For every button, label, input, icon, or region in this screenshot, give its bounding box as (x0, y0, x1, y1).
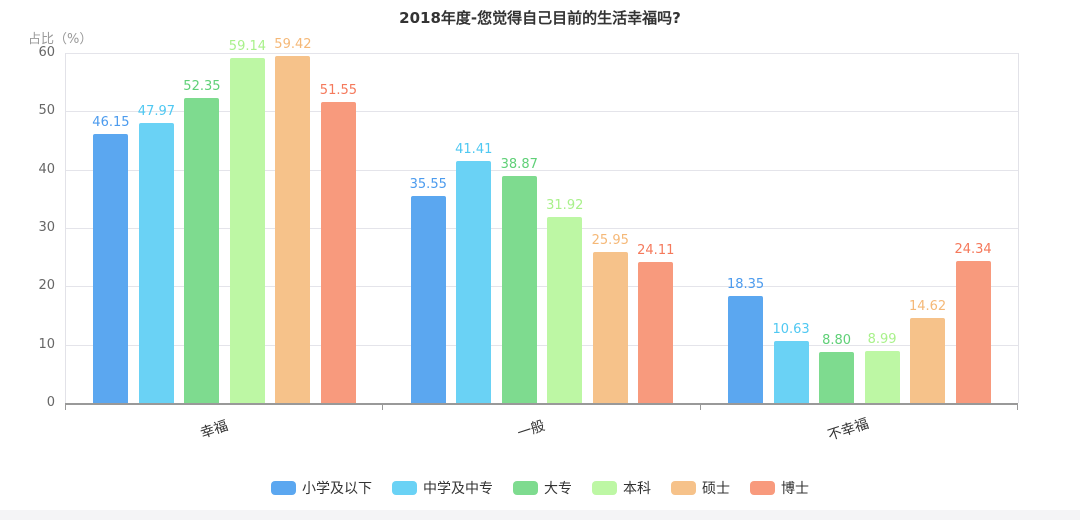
y-axis-name: 占比（%） (28, 32, 93, 47)
legend-label: 小学及以下 (302, 481, 372, 497)
plot-area: 46.15 47.97 52.35 59.14 59.42 51.55 35.55 41.41… (65, 37, 1019, 403)
x-axis-tick (65, 405, 66, 410)
bar-大专-幸福[interactable] (184, 97, 220, 403)
bar-value-label: 47.97 (137, 104, 176, 120)
bar-value-label: 38.87 (500, 157, 538, 173)
x-axis-line (65, 403, 1018, 405)
legend-swatch-icon (271, 481, 296, 495)
bar-value-label: 59.14 (228, 39, 267, 55)
bar-博士-幸福[interactable] (320, 102, 356, 403)
bar-value-label: 18.35 (726, 276, 765, 292)
bar-本科-幸福[interactable] (229, 58, 265, 403)
y-tick-label-0: 0 (46, 395, 55, 410)
gridline-40 (66, 169, 1018, 171)
bar-大专-不幸福[interactable] (819, 351, 855, 403)
legend-item-中学及中专[interactable]: 中学及中专 (392, 478, 493, 498)
bar-大专-一般[interactable] (501, 176, 537, 403)
bar-博士-不幸福[interactable] (955, 261, 991, 403)
bar-中学及中专-不幸福[interactable] (773, 341, 809, 403)
bar-小学及以下-一般[interactable] (410, 195, 446, 403)
bar-value-label: 31.92 (546, 197, 584, 213)
x-axis-tick (382, 405, 384, 410)
bar-中学及中专-幸福[interactable] (138, 123, 174, 403)
bottom-strip (0, 510, 1080, 520)
bar-value-label: 51.55 (319, 83, 358, 99)
bar-value-label: 8.80 (822, 332, 852, 348)
y-tick-label-30: 30 (38, 220, 55, 235)
legend: 小学及以下 中学及中专 大专 本科 硕士 博士 (0, 478, 1080, 498)
bar-硕士-一般[interactable] (592, 251, 628, 403)
x-axis-tick (699, 405, 701, 410)
legend-label: 硕士 (702, 481, 730, 497)
legend-label: 博士 (781, 481, 809, 497)
bar-value-label: 59.42 (274, 37, 312, 53)
legend-item-小学及以下[interactable]: 小学及以下 (271, 478, 372, 498)
chart-title: 2018年度-您觉得自己目前的生活幸福吗? (399, 9, 681, 27)
gridline-20 (66, 286, 1018, 288)
legend-item-博士[interactable]: 博士 (750, 478, 809, 498)
legend-label: 大专 (544, 481, 572, 497)
bar-value-label: 8.99 (867, 331, 897, 347)
x-axis-tick (1017, 405, 1018, 410)
legend-swatch-icon (592, 481, 617, 495)
bar-value-label: 10.63 (772, 321, 810, 337)
bar-value-label: 41.41 (455, 142, 493, 158)
y-tick-label-60: 60 (38, 45, 55, 60)
legend-item-本科[interactable]: 本科 (592, 478, 651, 498)
y-tick-label-50: 50 (38, 103, 55, 119)
gridline-30 (66, 228, 1018, 229)
legend-swatch-icon (750, 481, 775, 495)
x-category-label-幸福: 幸福 (198, 418, 230, 442)
bar-小学及以下-幸福[interactable] (93, 133, 129, 403)
legend-label: 中学及中专 (423, 481, 493, 497)
y-tick-label-10: 10 (38, 336, 55, 352)
x-category-label-不幸福: 不幸福 (826, 415, 872, 445)
y-tick-label-20: 20 (38, 278, 55, 294)
y-tick-label-40: 40 (38, 161, 55, 177)
legend-swatch-icon (513, 481, 538, 495)
bar-value-label: 24.34 (954, 242, 992, 258)
bar-硕士-幸福[interactable] (275, 56, 311, 403)
bar-value-label: 46.15 (92, 114, 130, 130)
bar-硕士-不幸福[interactable] (910, 317, 946, 403)
legend-swatch-icon (392, 481, 417, 495)
bar-value-label: 25.95 (591, 232, 629, 248)
legend-label: 本科 (623, 481, 651, 497)
bar-中学及中专-一般[interactable] (456, 161, 492, 403)
gridline-10 (66, 344, 1018, 346)
legend-item-硕士[interactable]: 硕士 (671, 478, 730, 498)
bar-本科-一般[interactable] (547, 216, 583, 403)
x-category-label-一般: 一般 (515, 418, 548, 442)
bar-value-label: 14.62 (908, 298, 947, 314)
legend-swatch-icon (671, 481, 696, 495)
legend-item-大专[interactable]: 大专 (513, 478, 572, 498)
bar-博士-一般[interactable] (638, 262, 674, 403)
bar-value-label: 52.35 (183, 78, 221, 94)
bar-value-label: 35.55 (409, 176, 447, 192)
gridline-50 (66, 111, 1018, 113)
gridline-60 (66, 53, 1018, 54)
bar-value-label: 24.11 (637, 243, 675, 259)
bar-本科-不幸福[interactable] (864, 350, 900, 403)
bar-小学及以下-不幸福[interactable] (728, 295, 764, 403)
